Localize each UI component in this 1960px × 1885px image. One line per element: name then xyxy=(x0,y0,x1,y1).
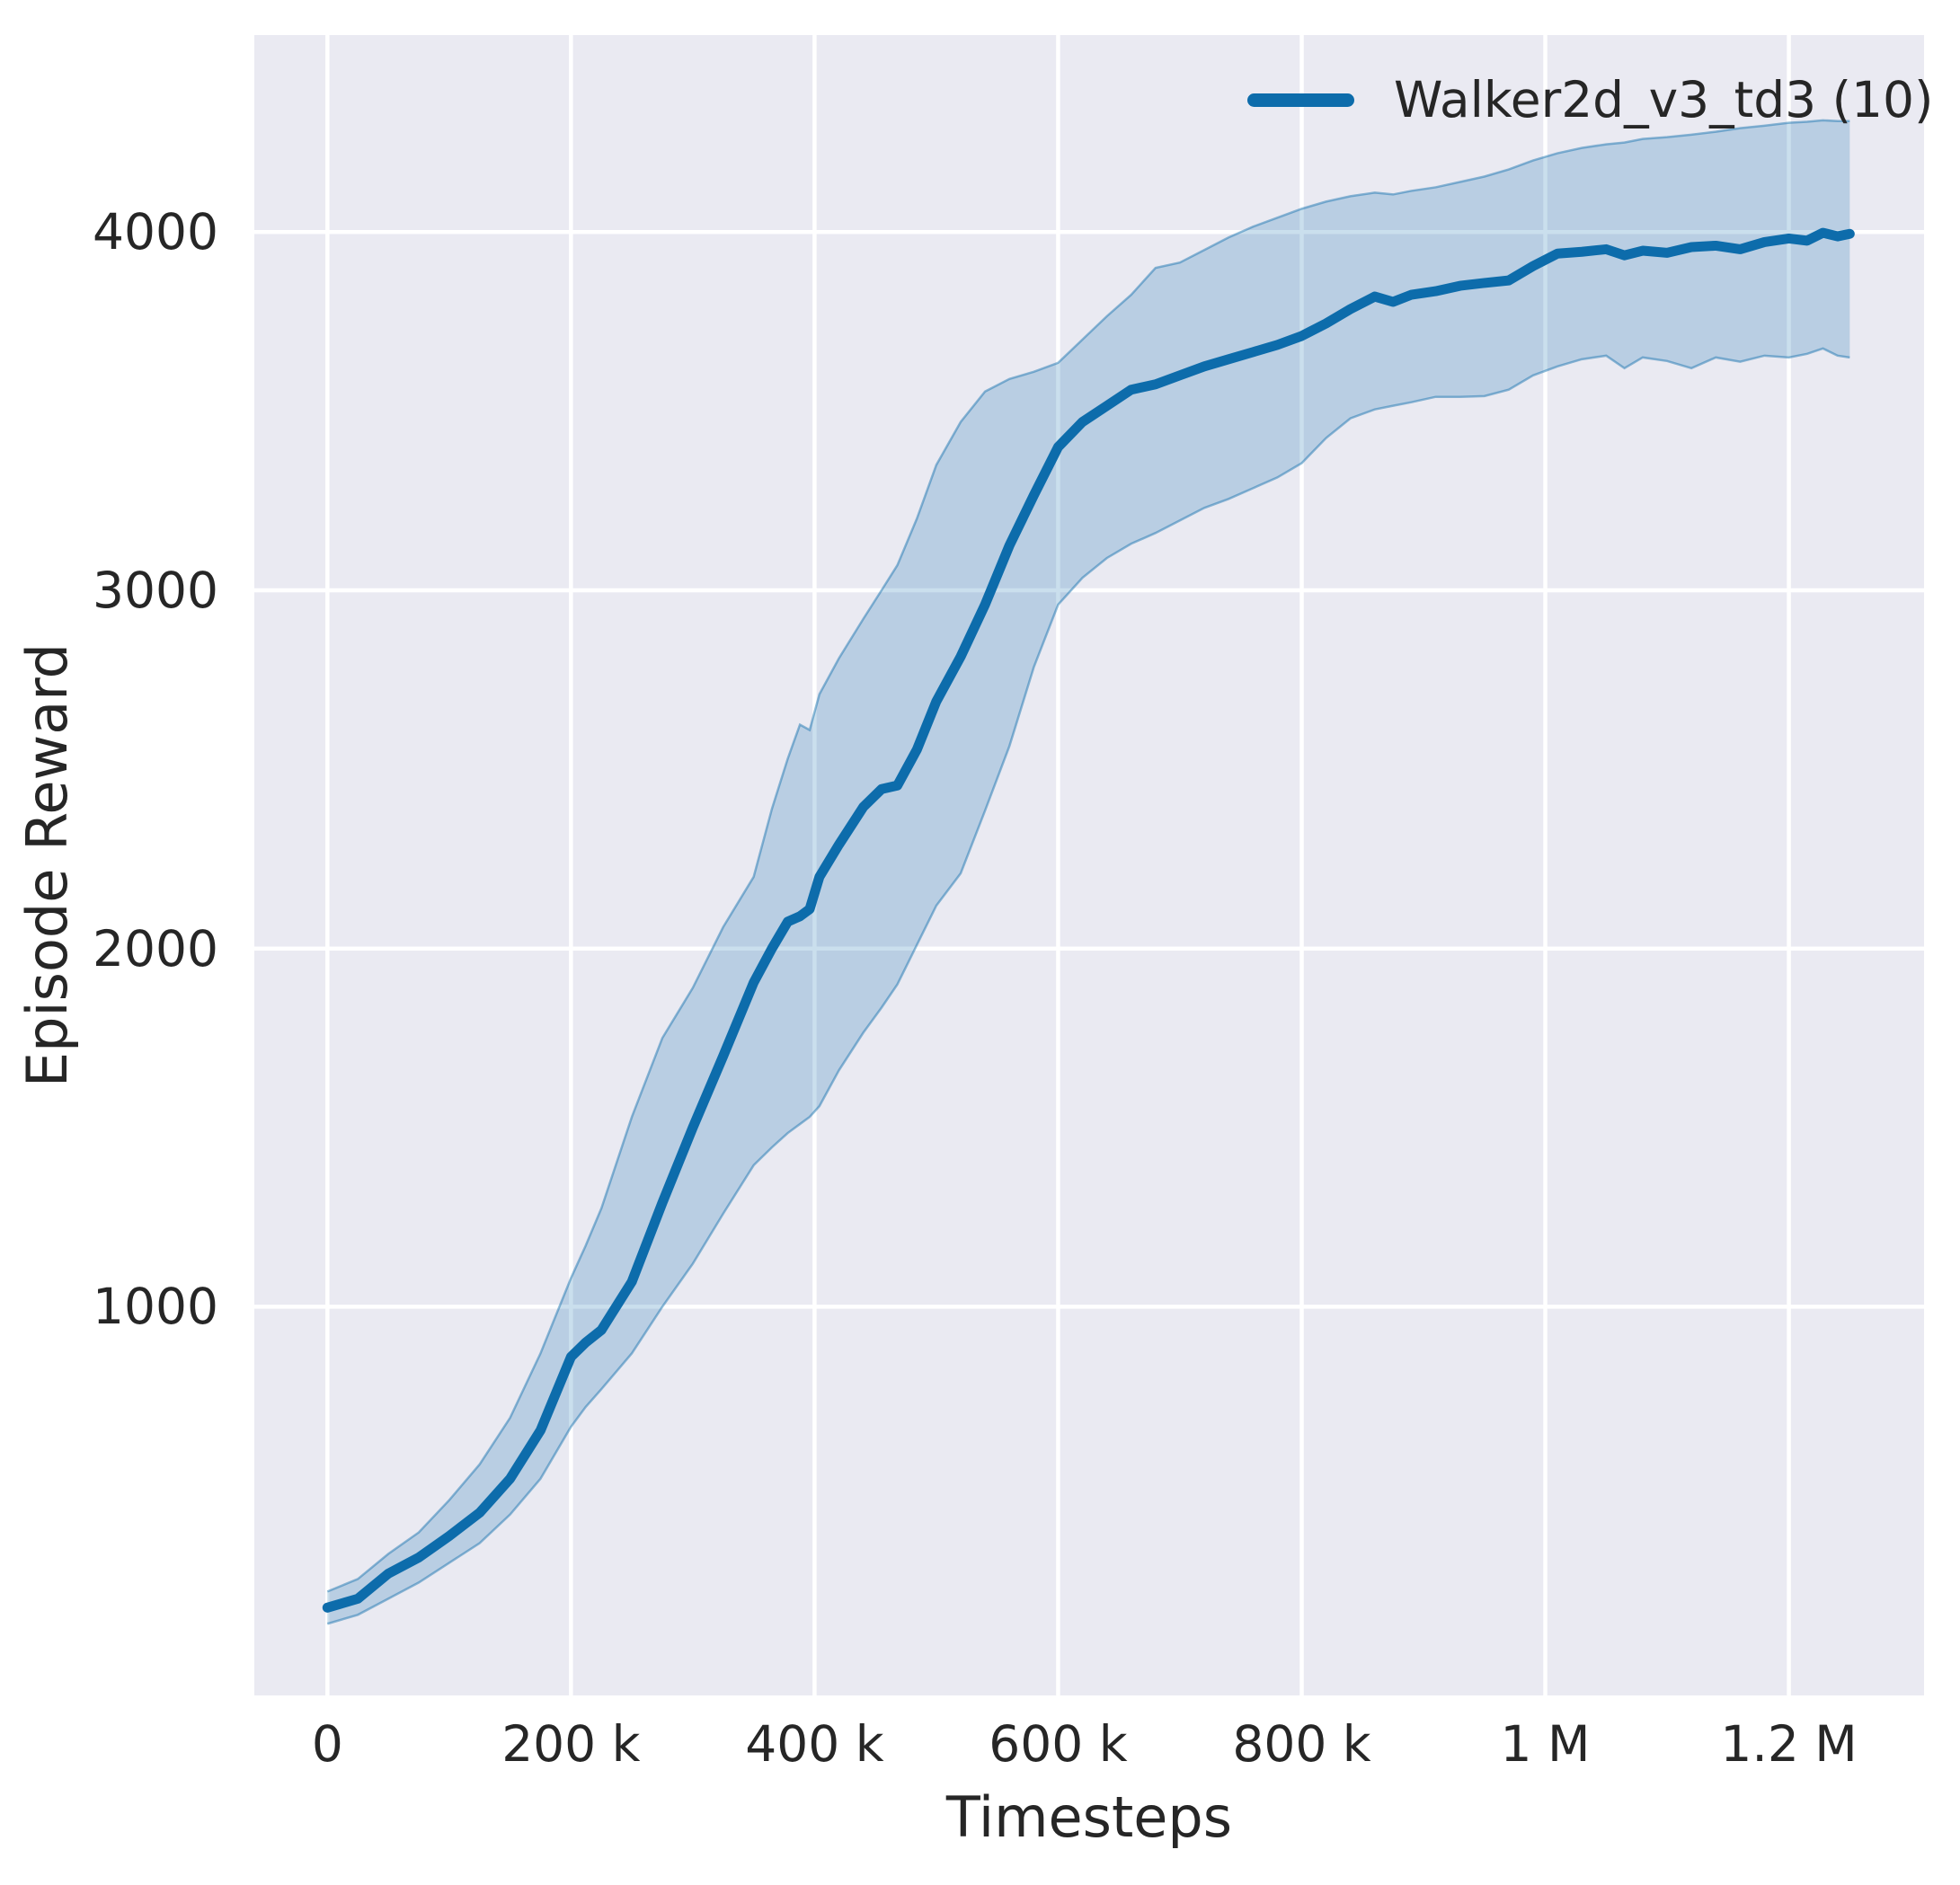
x-tick-label: 400 k xyxy=(745,1715,884,1773)
x-tick-label: 1 M xyxy=(1500,1715,1591,1773)
x-axis-label: Timesteps xyxy=(945,1784,1233,1850)
y-tick-label: 1000 xyxy=(93,1278,218,1336)
y-tick-label: 4000 xyxy=(93,203,218,261)
legend: Walker2d_v3_td3 (10) xyxy=(1247,70,1934,129)
x-tick-label: 1.2 M xyxy=(1720,1715,1858,1773)
axes-background xyxy=(254,35,1924,1695)
x-tick-label: 800 k xyxy=(1232,1715,1371,1773)
y-axis-label: Episode Reward xyxy=(14,642,80,1088)
y-tick-label: 3000 xyxy=(93,561,218,619)
confidence-band-lower-edge xyxy=(326,347,1850,1625)
x-tick-label: 0 xyxy=(311,1715,343,1773)
y-tick-label: 2000 xyxy=(93,919,218,978)
y-axis-label-wrap: Episode Reward xyxy=(14,0,80,1730)
confidence-band-upper-edge xyxy=(326,119,1850,1593)
x-tick-label: 200 k xyxy=(501,1715,641,1773)
x-tick-label: 600 k xyxy=(989,1715,1128,1773)
legend-line-swatch xyxy=(1247,93,1354,107)
mean-line xyxy=(322,227,1855,1613)
legend-label: Walker2d_v3_td3 (10) xyxy=(1394,71,1934,128)
